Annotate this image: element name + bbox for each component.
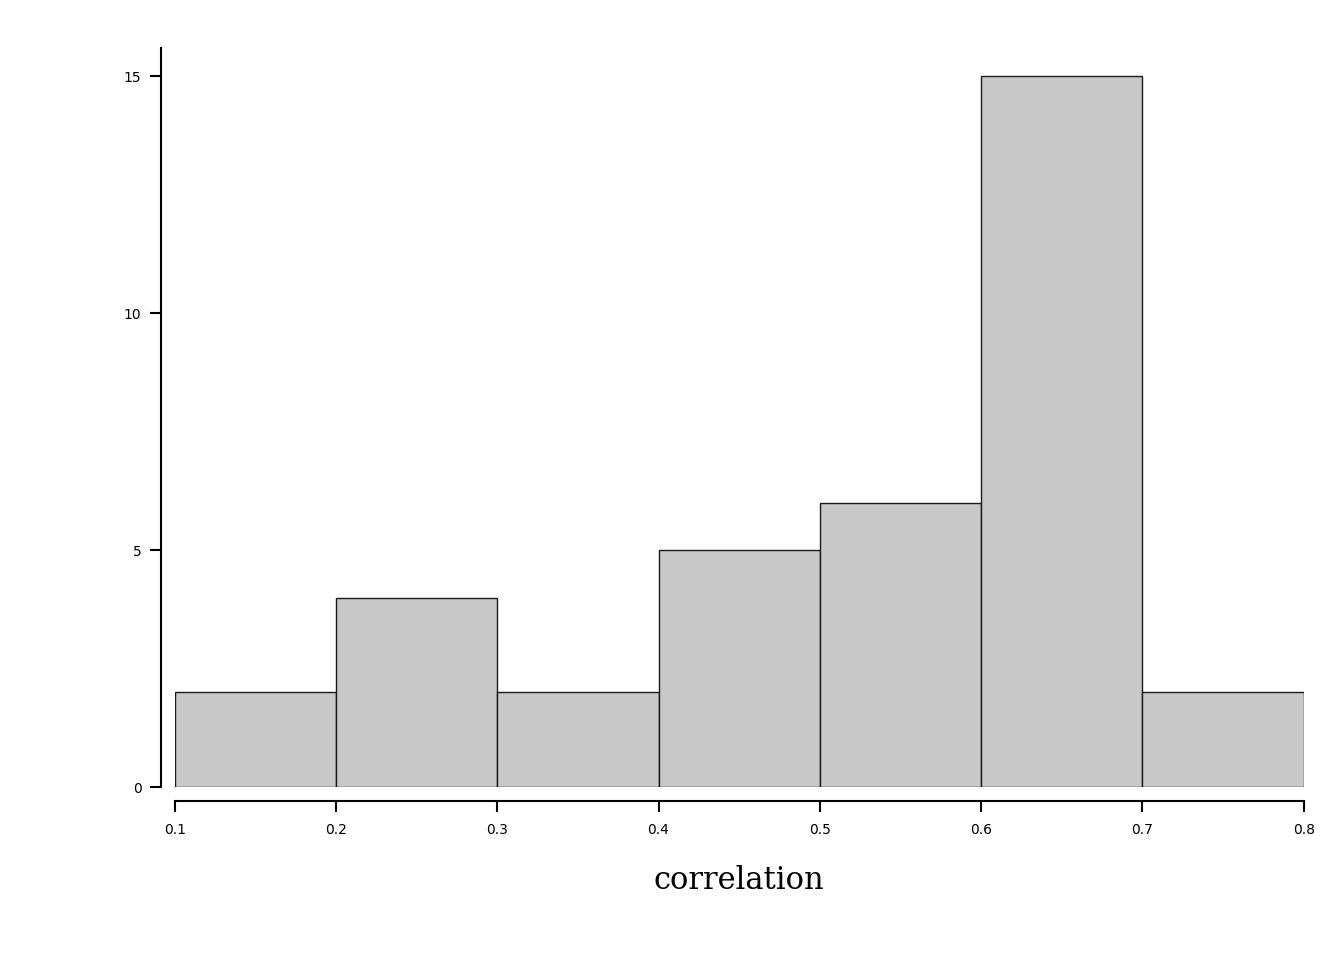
- Bar: [820, 503, 981, 787]
- Bar: [175, 692, 336, 787]
- Bar: [497, 692, 659, 787]
- Bar: [981, 77, 1142, 787]
- Bar: [336, 598, 497, 787]
- Bar: [659, 550, 820, 787]
- X-axis label: correlation: correlation: [653, 865, 825, 896]
- Bar: [1142, 692, 1304, 787]
